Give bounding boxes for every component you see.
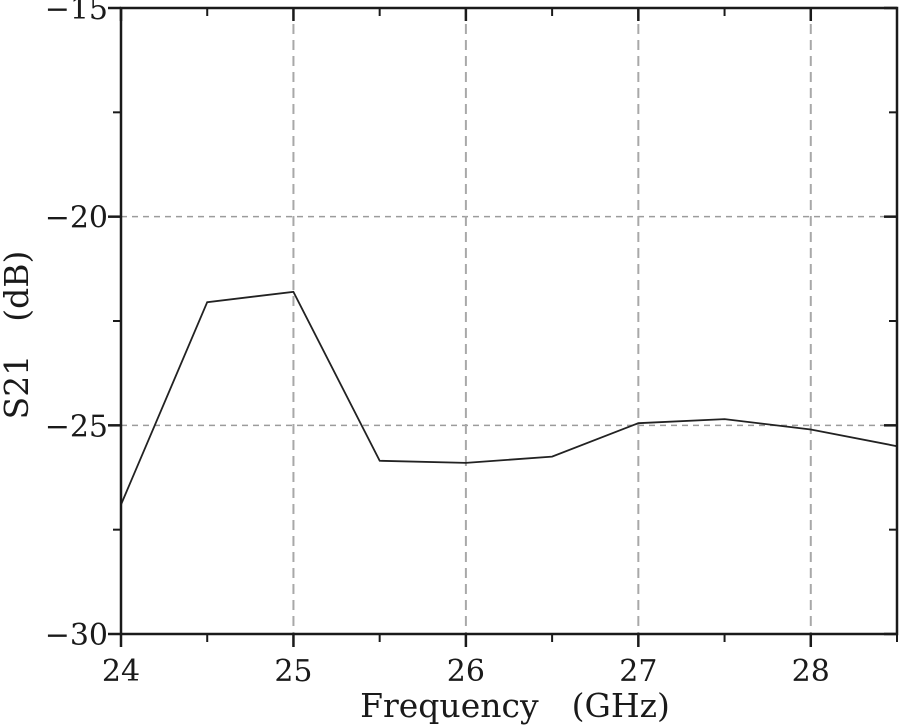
x-tick-labels: 24 25 26 27 28: [102, 654, 830, 689]
x-axis-title: Frequency (GHz): [360, 686, 670, 725]
y-tick-label: −30: [45, 618, 108, 653]
y-tick-label: −20: [45, 201, 108, 236]
y-axis-title: S21 (dB): [0, 251, 36, 420]
y-tick-labels: −30 −25 −20 −15: [45, 0, 108, 653]
x-tick-label: 26: [447, 654, 485, 689]
x-tick-label: 24: [102, 654, 140, 689]
horizontal-gridlines: [121, 215, 897, 427]
x-tick-label: 25: [274, 654, 312, 689]
y-tick-label: −15: [45, 0, 108, 27]
x-tick-label: 28: [792, 654, 830, 689]
x-tick-label: 27: [619, 654, 657, 689]
vertical-gridlines: [292, 8, 812, 634]
y-tick-label: −25: [45, 409, 108, 444]
plot-frame: [119, 6, 899, 636]
series-line-s21: [120, 290, 898, 505]
axis-ticks: [108, 6, 898, 647]
